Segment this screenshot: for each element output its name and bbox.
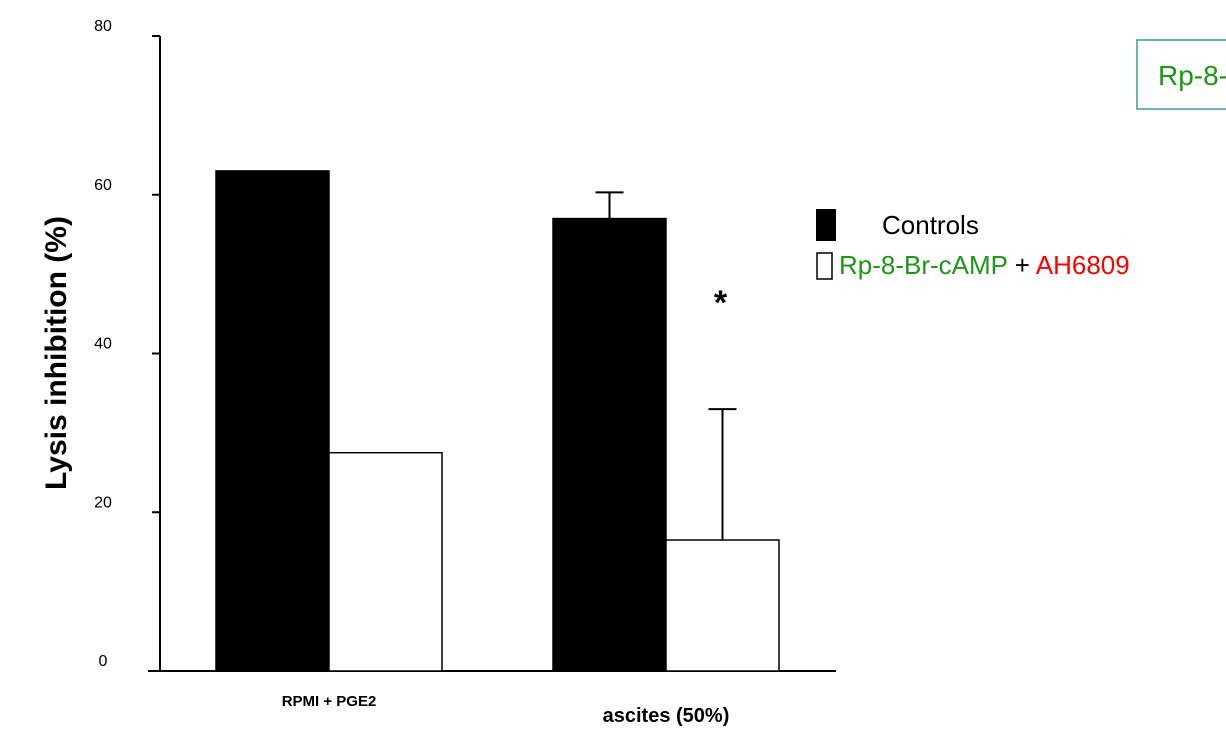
x-tick-label-ascites: ascites (50%) — [603, 705, 730, 727]
bar-controls-0 — [215, 170, 330, 672]
y-tick-label: 40 — [94, 336, 112, 353]
bars — [215, 170, 780, 672]
callout-box: Rp-8-Br-cAMP — [1136, 39, 1226, 110]
y-tick-label: 20 — [94, 494, 112, 511]
legend-label-ah6809: AH6809 — [1036, 250, 1130, 280]
legend: Controls Rp-8-Br-cAMP + AH6809 — [816, 209, 1130, 280]
bar-treatment-0 — [328, 451, 443, 672]
legend-label-plus: + — [1008, 250, 1036, 280]
y-tick-label: 0 — [99, 653, 108, 670]
legend-swatch-treatment — [816, 252, 833, 280]
y-tick-label: 60 — [94, 177, 112, 194]
y-axis-title: Lysis inhibition (%) — [40, 216, 73, 490]
bar-treatment-1 — [665, 539, 780, 672]
legend-label-treatment: Rp-8-Br-cAMP + AH6809 — [839, 250, 1130, 280]
callout-border — [1136, 39, 1226, 110]
significance-asterisk: * — [714, 284, 728, 322]
bar-controls-1 — [552, 217, 667, 672]
callout-label: Rp-8-Br-cAMP — [1158, 60, 1226, 91]
legend-label-controls: Controls — [882, 210, 979, 240]
legend-swatch-controls — [816, 209, 836, 241]
legend-label-rp8: Rp-8-Br-cAMP — [839, 250, 1008, 280]
y-tick-label: 80 — [94, 18, 112, 35]
y-axis-ticks: 0 20 40 60 80 — [94, 18, 160, 670]
x-tick-label-rpmi-pge2: RPMI + PGE2 — [282, 693, 377, 710]
error-bars — [595, 191, 737, 541]
